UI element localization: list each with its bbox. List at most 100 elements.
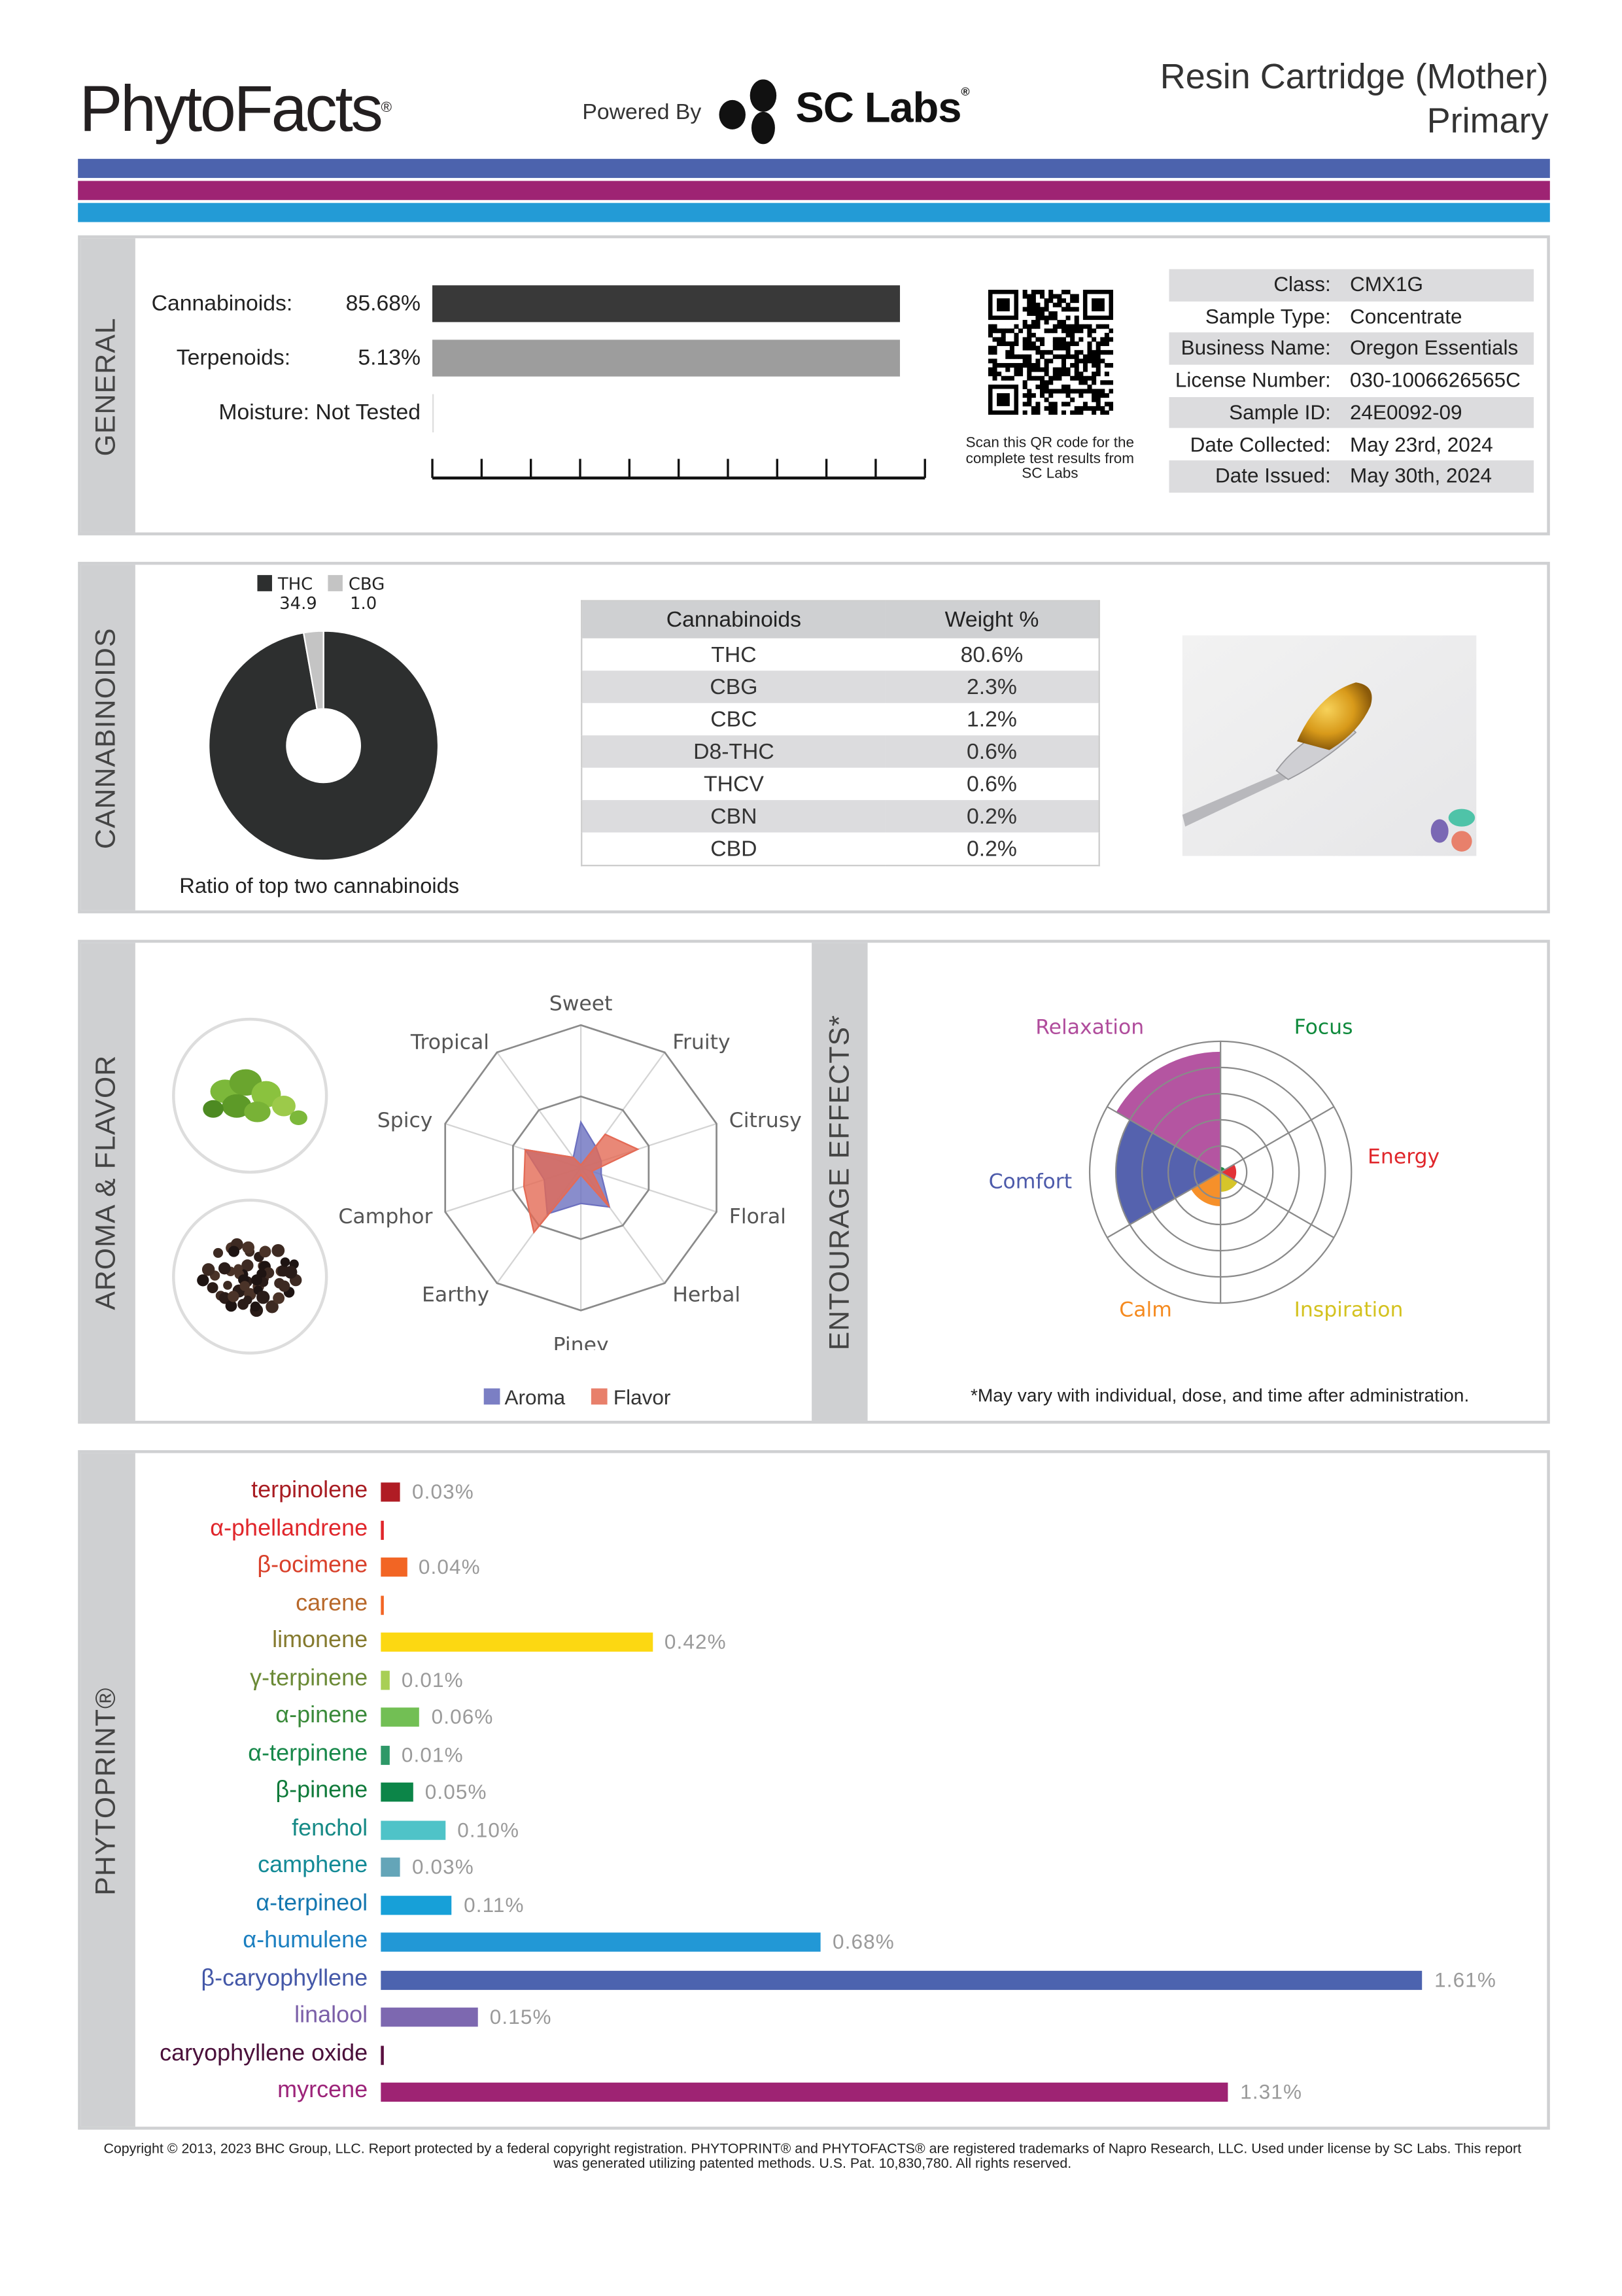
terpene-bar — [381, 1707, 420, 1727]
cannabinoid-name: THCV — [703, 771, 764, 797]
table-row: CBC 1.2% — [581, 703, 1099, 735]
entourage-section-label: ENTOURAGE EFFECTS* — [825, 1015, 856, 1351]
terpene-bar — [381, 1932, 821, 1952]
radar-axis-label-sweet: Sweet — [549, 992, 613, 1016]
hops-image — [172, 1017, 328, 1174]
terpene-value: 0.03% — [411, 1854, 474, 1879]
terpene-value: 0.15% — [489, 2004, 552, 2028]
terpene-label: α-humulene — [243, 1928, 368, 1953]
terpene-bar — [381, 1595, 383, 1614]
terpene-bar — [381, 1857, 400, 1877]
cannabinoid-name: THC — [711, 642, 757, 667]
color-band-blue — [78, 158, 1550, 179]
terpene-label: γ-terpinene — [250, 1665, 368, 1691]
terpene-value: 0.03% — [411, 1479, 474, 1503]
section-strip — [80, 238, 135, 532]
radar-axis-label-tropical: Tropical — [410, 1031, 489, 1054]
radar-axis-label-citrusy: Citrusy — [729, 1109, 802, 1132]
moisture-bar — [432, 394, 434, 433]
terpene-value: 0.04% — [418, 1554, 481, 1578]
polar-spoke — [1220, 1105, 1335, 1173]
cannabinoid-name: CBG — [581, 670, 886, 703]
terpene-label: α-terpineol — [256, 1890, 368, 1916]
cannabinoid-weight: 80.6% — [960, 642, 1024, 667]
phytoprint-section-label: PHYTOPRINT® — [91, 1687, 122, 1896]
polar-label-relaxation: Relaxation — [1035, 1016, 1144, 1039]
qr-note: Scan this QR code for the complete test … — [965, 435, 1135, 483]
info-row: License Number: 030-1006626565C — [1169, 365, 1534, 397]
terpene-value: 0.68% — [833, 1929, 895, 1953]
terpene-label: terpinolene — [251, 1478, 368, 1503]
terpene-bar — [381, 1895, 453, 1915]
info-label: Date Collected: — [1190, 431, 1331, 455]
info-row: Sample ID: 24E0092-09 — [1169, 396, 1534, 429]
donut-slice-thc — [208, 630, 440, 861]
sc-labs-mark: ® — [961, 85, 969, 99]
entourage-note: *May vary with individual, dose, and tim… — [970, 1385, 1470, 1406]
terpene-label: β-caryophyllene — [201, 1965, 368, 1991]
terpene-label: myrcene — [277, 2078, 368, 2104]
info-value: Concentrate — [1350, 304, 1462, 328]
terpene-bar — [381, 1632, 653, 1652]
cannabinoid-name: D8-THC — [581, 735, 886, 768]
terpene-label: carene — [296, 1590, 368, 1616]
table-row: CBG 2.3% — [581, 670, 1099, 703]
general-axis — [431, 459, 926, 479]
terpene-bar — [381, 2045, 383, 2064]
cannabinoids-value: 85.68% — [345, 291, 421, 317]
cannabinoid-weight: 2.3% — [885, 670, 1099, 703]
resin-drop-icon — [1297, 682, 1372, 750]
peppercorn-image — [172, 1198, 328, 1355]
polar-wedge-inspiration — [1220, 1172, 1238, 1192]
info-label: Class: — [1273, 271, 1331, 296]
product-title: Resin Cartridge (Mother) Primary — [1160, 56, 1549, 144]
terpene-label: β-ocimene — [257, 1553, 368, 1578]
radar-axis-label-spicy: Spicy — [377, 1109, 433, 1132]
info-value: 24E0092-09 — [1350, 400, 1462, 424]
radar-axis-label-earthy: Earthy — [422, 1283, 489, 1306]
legend-swatch-thc — [257, 575, 272, 591]
legend-swatch-cbg — [328, 575, 343, 591]
polar-spoke — [1107, 1105, 1221, 1173]
qr-code[interactable] — [988, 289, 1114, 415]
phytofacts-logo: PhytoFacts® — [79, 73, 392, 147]
table-row: THCV 0.6% — [581, 768, 1099, 800]
flavor-legend-swatch — [591, 1388, 608, 1405]
sc-labs-text: SC Labs — [795, 85, 961, 133]
info-row: Date Issued: May 30th, 2024 — [1169, 461, 1534, 493]
info-label: License Number: — [1175, 368, 1331, 392]
aroma-legend-swatch — [483, 1388, 500, 1405]
donut-slice-cbg — [302, 630, 324, 710]
cannabinoid-weight: 0.6% — [967, 771, 1017, 797]
section-strip — [80, 943, 135, 1421]
terpene-bar — [381, 1745, 390, 1764]
radar-axis-label-herbal: Herbal — [672, 1283, 740, 1306]
info-value: May 30th, 2024 — [1350, 463, 1493, 487]
copyright-footer: Copyright © 2013, 2023 BHC Group, LLC. R… — [81, 2142, 1544, 2172]
terpene-bar — [381, 2008, 478, 2027]
section-strip — [812, 943, 868, 1421]
radar-axis-label-fruity: Fruity — [672, 1031, 730, 1054]
column-header: Weight % — [885, 600, 1099, 638]
terpene-bar — [381, 2082, 1229, 2102]
polar-spoke — [1220, 1172, 1335, 1239]
moisture-value: Not Tested — [315, 400, 421, 425]
table-row: CBD 0.2% — [581, 833, 1099, 866]
logo-text: PhytoFacts — [79, 73, 383, 146]
polar-label-comfort: Comfort — [989, 1170, 1073, 1194]
terpene-value: 0.06% — [431, 1704, 494, 1728]
radar-series-flavor — [523, 1133, 640, 1234]
section-strip — [80, 565, 135, 911]
general-section-label: GENERAL — [91, 317, 122, 457]
polar-label-calm: Calm — [1119, 1298, 1172, 1321]
table-row: D8-THC 0.6% — [581, 735, 1099, 768]
cannabinoid-weight: 0.2% — [885, 800, 1099, 833]
cannabinoids-label: Cannabinoids: — [151, 291, 293, 317]
terpene-label: α-pinene — [275, 1703, 368, 1728]
hops-icon — [203, 1069, 307, 1126]
table-header-row: Cannabinoids Weight % — [581, 600, 1099, 638]
product-type: Primary — [1426, 101, 1549, 141]
info-row: Business Name: Oregon Essentials — [1169, 333, 1534, 365]
radar-ring — [444, 1024, 717, 1312]
polar-wedge-energy — [1220, 1164, 1237, 1180]
